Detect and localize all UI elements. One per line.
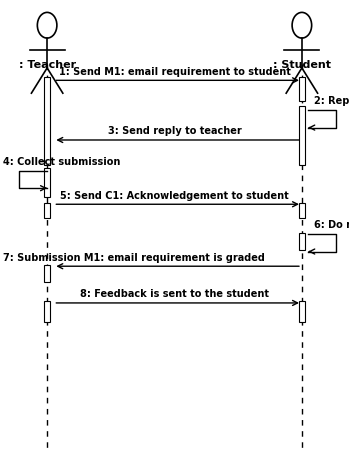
Bar xyxy=(44,168,50,197)
Text: 3: Send reply to teacher: 3: Send reply to teacher xyxy=(107,126,242,136)
Bar xyxy=(44,301,50,322)
Bar xyxy=(44,203,50,218)
Bar xyxy=(299,106,305,165)
Bar xyxy=(299,301,305,322)
Bar xyxy=(299,233,305,250)
Text: 6: Do not reply to acknowledgement message: 6: Do not reply to acknowledgement messa… xyxy=(314,220,349,230)
Bar xyxy=(44,265,50,282)
Text: 7: Submission M1: email requirement is graded: 7: Submission M1: email requirement is g… xyxy=(3,252,265,263)
Text: 5: Send C1: Acknowledgement to student: 5: Send C1: Acknowledgement to student xyxy=(60,190,289,201)
Bar xyxy=(44,77,50,165)
Text: 8: Feedback is sent to the student: 8: Feedback is sent to the student xyxy=(80,289,269,299)
Text: 1: Send M1: email requirement to student: 1: Send M1: email requirement to student xyxy=(59,67,290,77)
Text: : Teacher: : Teacher xyxy=(18,60,76,70)
Text: : Student: : Student xyxy=(273,60,331,70)
Text: 2: Reply and put answer in body: 2: Reply and put answer in body xyxy=(314,96,349,106)
Bar xyxy=(299,77,305,101)
Bar xyxy=(299,203,305,218)
Text: 4: Collect submission: 4: Collect submission xyxy=(3,157,121,167)
